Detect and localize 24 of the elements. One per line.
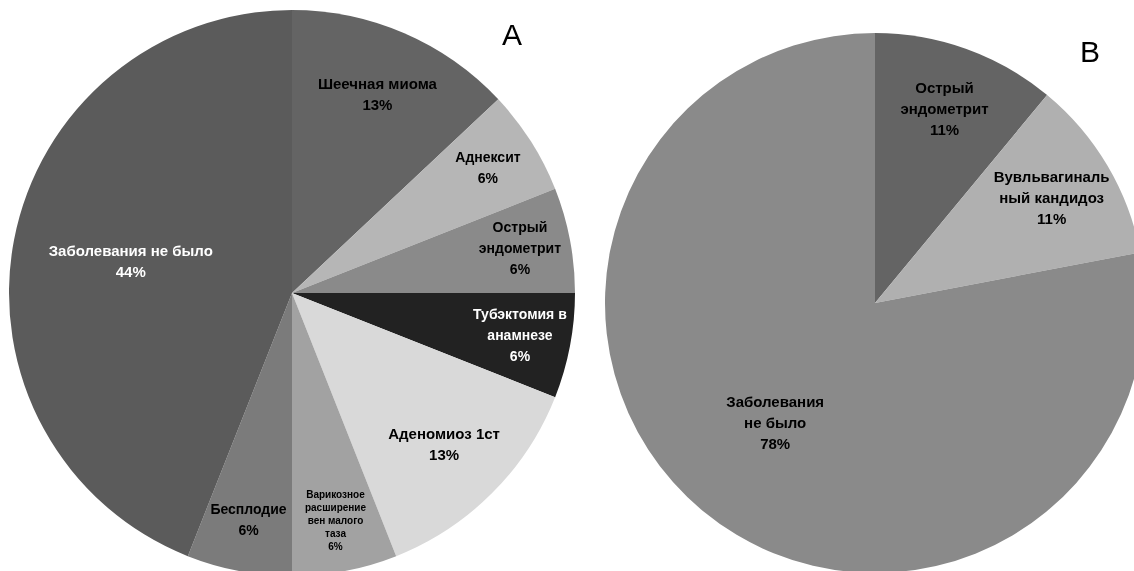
- data-label: 13%: [362, 96, 393, 114]
- slice-label: Варикозное расширение вен малого таза: [304, 488, 367, 539]
- data-label: 6%: [477, 170, 499, 187]
- chart-title: B: [1080, 35, 1101, 69]
- data-label: 6%: [238, 522, 260, 539]
- data-label: 13%: [429, 445, 460, 463]
- data-label: 6%: [509, 348, 531, 365]
- data-label: 6%: [509, 261, 531, 278]
- slice-label: Тубэктомия в анамнезе: [473, 306, 568, 344]
- chart-title: A: [502, 18, 523, 52]
- slice-label: Заболевания не было: [48, 241, 213, 259]
- slice-label: Аднексит: [455, 149, 521, 166]
- slice-label: Вувльвагиналь ный кандидоз: [993, 167, 1110, 206]
- data-label: 11%: [1037, 209, 1067, 227]
- data-label: 78%: [760, 434, 791, 452]
- slice-label: Бесплодие: [210, 501, 287, 518]
- slice-label: Заболевания не было: [726, 392, 825, 431]
- slice-label: Аденомиоз 1ст: [388, 424, 500, 442]
- slice-label: Шеечная миома: [317, 75, 438, 93]
- data-label: 6%: [328, 540, 343, 552]
- slice-label: Острый эндометрит: [478, 219, 562, 257]
- data-label: 11%: [929, 121, 960, 139]
- data-label: 44%: [115, 262, 146, 280]
- slice-label: Острый эндометрит: [900, 79, 989, 118]
